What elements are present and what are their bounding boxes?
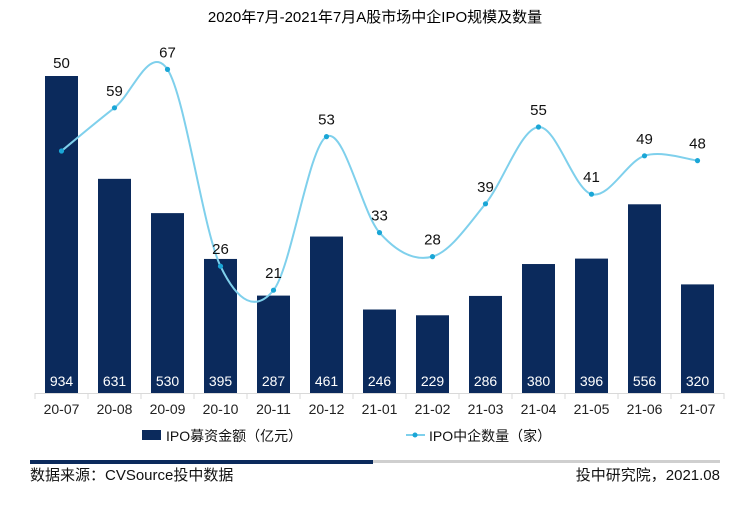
line-point — [429, 254, 436, 260]
legend-bar-swatch — [142, 430, 161, 440]
bar-value-label: 287 — [262, 373, 286, 389]
line-point-label: 50 — [53, 55, 70, 72]
x-tick-label: 20-10 — [203, 401, 239, 417]
line-point — [588, 191, 595, 197]
bar — [151, 213, 184, 393]
x-tick-label: 21-01 — [362, 401, 398, 417]
line-point-label: 48 — [689, 136, 706, 153]
bar-value-label: 286 — [474, 373, 498, 389]
bar-value-label: 530 — [156, 373, 180, 389]
x-tick-label: 21-06 — [627, 401, 663, 417]
legend: IPO募资金额（亿元） IPO中企数量（家） — [142, 428, 551, 444]
line-point — [694, 158, 701, 164]
legend-line-label: IPO中企数量（家） — [429, 428, 551, 444]
bar-value-label: 320 — [686, 373, 710, 389]
line-point-label: 41 — [583, 169, 600, 186]
bar — [469, 295, 502, 393]
line-point-label: 28 — [424, 232, 441, 249]
x-axis: 20-07 20-08 20-09 20-10 20-11 20-12 21-01 21-02… — [34, 393, 725, 417]
line-point-label: 26 — [212, 241, 229, 258]
line-point-label: 59 — [106, 83, 123, 100]
bar-value-label: 461 — [315, 373, 339, 389]
bar — [416, 315, 449, 393]
x-tick-label: 20-09 — [150, 401, 186, 417]
bar-value-label: 229 — [421, 373, 445, 389]
line-point — [535, 124, 542, 130]
line-point-label: 21 — [265, 265, 282, 282]
line-point-label: 67 — [159, 44, 176, 61]
line-point — [111, 105, 118, 111]
line-point — [217, 263, 224, 269]
bar — [98, 178, 131, 393]
line-point-label: 39 — [477, 179, 494, 196]
line-point — [376, 230, 383, 236]
bar — [310, 236, 343, 393]
x-tick-label: 21-02 — [415, 401, 451, 417]
footer-rule-dark — [30, 460, 373, 464]
bar-value-label: 934 — [50, 373, 74, 389]
line-point-label: 49 — [636, 131, 653, 148]
chart: 2020年7月-2021年7月A股市场中企IPO规模及数量 934 631 530 3… — [34, 8, 725, 444]
x-tick-label: 21-07 — [680, 401, 716, 417]
bar-value-label: 380 — [527, 373, 551, 389]
bar — [204, 258, 237, 393]
bar — [257, 295, 290, 393]
bar-value-label: 395 — [209, 373, 233, 389]
line-point-label: 55 — [530, 102, 547, 119]
bar-value-label: 246 — [368, 373, 392, 389]
bar-value-label: 556 — [633, 373, 657, 389]
line-point-label: 33 — [371, 208, 388, 225]
legend-bar-label: IPO募资金额（亿元） — [166, 428, 302, 444]
x-tick-label: 21-04 — [521, 401, 557, 417]
x-tick-label: 20-08 — [97, 401, 133, 417]
bar-value-label: 396 — [580, 373, 604, 389]
line-point — [641, 153, 648, 159]
bar-series: 934 631 530 395 287 461 246 229 286 380 396 556 320 — [45, 76, 714, 393]
x-tick-label: 20-12 — [309, 401, 345, 417]
bar — [575, 258, 608, 393]
line-point — [164, 66, 171, 72]
chart-title: 2020年7月-2021年7月A股市场中企IPO规模及数量 — [208, 8, 542, 26]
bar — [363, 309, 396, 393]
credit-note: 投中研究院，2021.08 — [575, 467, 720, 484]
line-point-label: 53 — [318, 112, 335, 129]
bar — [628, 204, 661, 393]
line-point — [323, 134, 330, 140]
bar — [681, 284, 714, 393]
line-point — [270, 287, 277, 293]
x-tick-label: 21-05 — [574, 401, 610, 417]
bar — [522, 264, 555, 393]
line-point — [58, 148, 65, 154]
x-tick-label: 20-11 — [256, 401, 291, 417]
x-tick-label: 21-03 — [468, 401, 504, 417]
x-tick-label: 20-07 — [44, 401, 80, 417]
legend-line-marker — [412, 432, 418, 438]
footer-rule-light — [373, 460, 720, 463]
bar-value-label: 631 — [103, 373, 127, 389]
line-series: 50 59 67 26 21 53 33 28 39 55 41 49 48 — [53, 44, 706, 303]
line-point — [482, 201, 489, 207]
bar — [45, 76, 78, 393]
source-note: 数据来源：CVSource投中数据 — [30, 467, 234, 484]
